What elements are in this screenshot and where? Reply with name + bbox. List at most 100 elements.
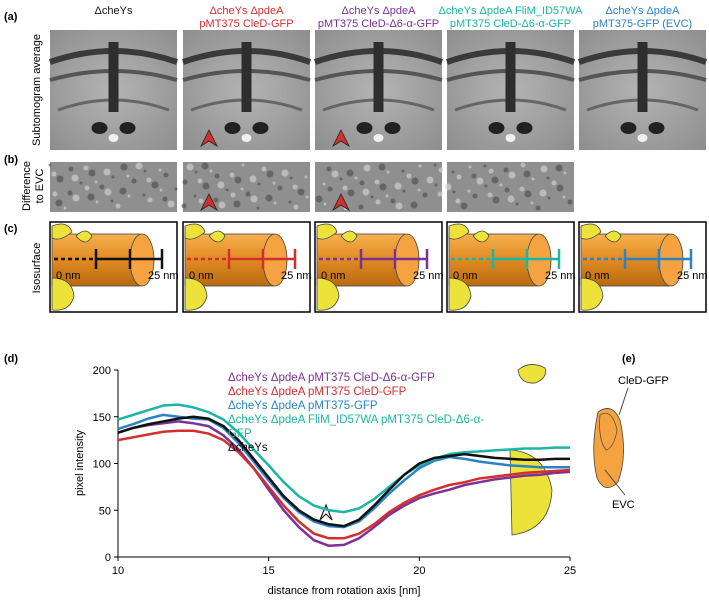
shape-label: CleD-GFP <box>618 375 669 387</box>
image-noise <box>72 194 80 202</box>
image-blob <box>224 122 241 134</box>
leader <box>618 387 629 416</box>
image-noise <box>305 195 309 199</box>
image-noise <box>71 174 79 182</box>
arrowhead <box>200 193 218 212</box>
shape <box>604 230 622 243</box>
image-blob <box>91 122 108 134</box>
image-noise <box>499 183 503 187</box>
image-noise <box>182 179 188 185</box>
legend-entry: ΔcheYs <box>228 442 268 454</box>
image-noise <box>507 195 515 203</box>
image-noise <box>374 179 380 185</box>
image-noise <box>277 185 283 191</box>
row-label: Difference <box>21 161 33 211</box>
image-noise <box>52 191 58 197</box>
image-blob <box>620 122 637 134</box>
image-noise <box>94 180 98 184</box>
image-noise <box>370 195 374 199</box>
image-noise <box>467 189 471 193</box>
scale-label: 0 nm <box>189 270 213 282</box>
image-noise <box>455 198 461 204</box>
image-noise <box>342 185 348 191</box>
image-blob <box>356 122 373 134</box>
image-noise <box>281 169 289 177</box>
image-noise <box>56 175 64 183</box>
column-header: ΔcheYs ΔpdeA <box>605 5 680 17</box>
image-noise <box>539 189 547 197</box>
image-noise <box>110 199 114 203</box>
image-noise <box>257 182 261 186</box>
image-noise <box>363 164 371 172</box>
image-noise <box>151 181 159 189</box>
image-noise <box>162 196 168 202</box>
image-blob <box>241 134 252 142</box>
image-noise <box>375 199 381 205</box>
image-blob <box>516 122 533 134</box>
image-noise <box>468 165 472 169</box>
shape <box>316 277 340 311</box>
image-noise <box>119 187 127 195</box>
image-noise <box>437 191 443 197</box>
image-noise <box>48 163 52 167</box>
image-noise <box>67 190 73 196</box>
image-noise <box>551 180 557 186</box>
arrowhead <box>332 129 350 148</box>
image-noise <box>378 163 386 171</box>
row-label: Isosurface <box>31 243 43 294</box>
y-tick-label: 100 <box>93 459 111 471</box>
image-noise <box>95 200 99 204</box>
image-noise <box>456 174 462 180</box>
image-noise <box>163 172 169 178</box>
shape-label: EVC <box>612 499 635 511</box>
image <box>447 162 574 212</box>
image-noise <box>444 183 452 191</box>
scale-label: 25 nm <box>677 270 708 282</box>
panel-label: (d) <box>4 353 18 365</box>
image-noise <box>322 182 326 186</box>
legend: ΔcheYs ΔpdeA pMT375 CleD-Δ6-α-GFP ΔcheYs … <box>228 372 484 454</box>
image-noise <box>418 164 422 168</box>
panel-label: (c) <box>4 223 18 235</box>
image-noise <box>535 205 541 211</box>
image-noise <box>249 175 257 183</box>
image-band <box>241 42 252 112</box>
image-noise <box>385 194 389 198</box>
image-noise <box>323 202 327 206</box>
image-noise <box>79 181 83 185</box>
shape <box>340 230 358 243</box>
image-noise <box>142 193 146 197</box>
image-noise <box>492 196 500 204</box>
image-noise <box>225 188 229 192</box>
column-header: ΔcheYs ΔpdeA <box>341 5 416 17</box>
shape <box>599 412 618 451</box>
image-noise <box>523 170 531 178</box>
image-noise <box>297 188 305 196</box>
image-noise <box>347 189 355 197</box>
image-blob <box>252 122 269 134</box>
image-noise <box>567 199 573 205</box>
shape <box>593 408 624 488</box>
image-noise <box>135 162 143 170</box>
image-noise <box>126 174 130 178</box>
image-noise <box>410 201 418 209</box>
scale-label: 25 nm <box>281 270 312 282</box>
image-noise <box>181 203 187 209</box>
image-noise <box>266 170 274 178</box>
image-noise <box>327 186 333 192</box>
image-noise <box>193 194 197 198</box>
image-blob <box>384 122 401 134</box>
scale-label: 25 nm <box>545 270 576 282</box>
image-noise <box>556 184 564 192</box>
image-noise <box>143 169 147 173</box>
image-band <box>373 42 384 112</box>
image-noise <box>256 206 260 210</box>
column-header: ΔcheYs ΔpdeA FliM_ID57WA <box>439 5 584 17</box>
image-noise <box>417 188 421 192</box>
image-noise <box>201 162 209 170</box>
y-tick-label: 150 <box>93 412 111 424</box>
image-noise <box>483 164 487 168</box>
image-blob <box>108 134 119 142</box>
image-noise <box>88 169 96 177</box>
column-header: pMT375-GFP (EVC) <box>593 18 692 30</box>
